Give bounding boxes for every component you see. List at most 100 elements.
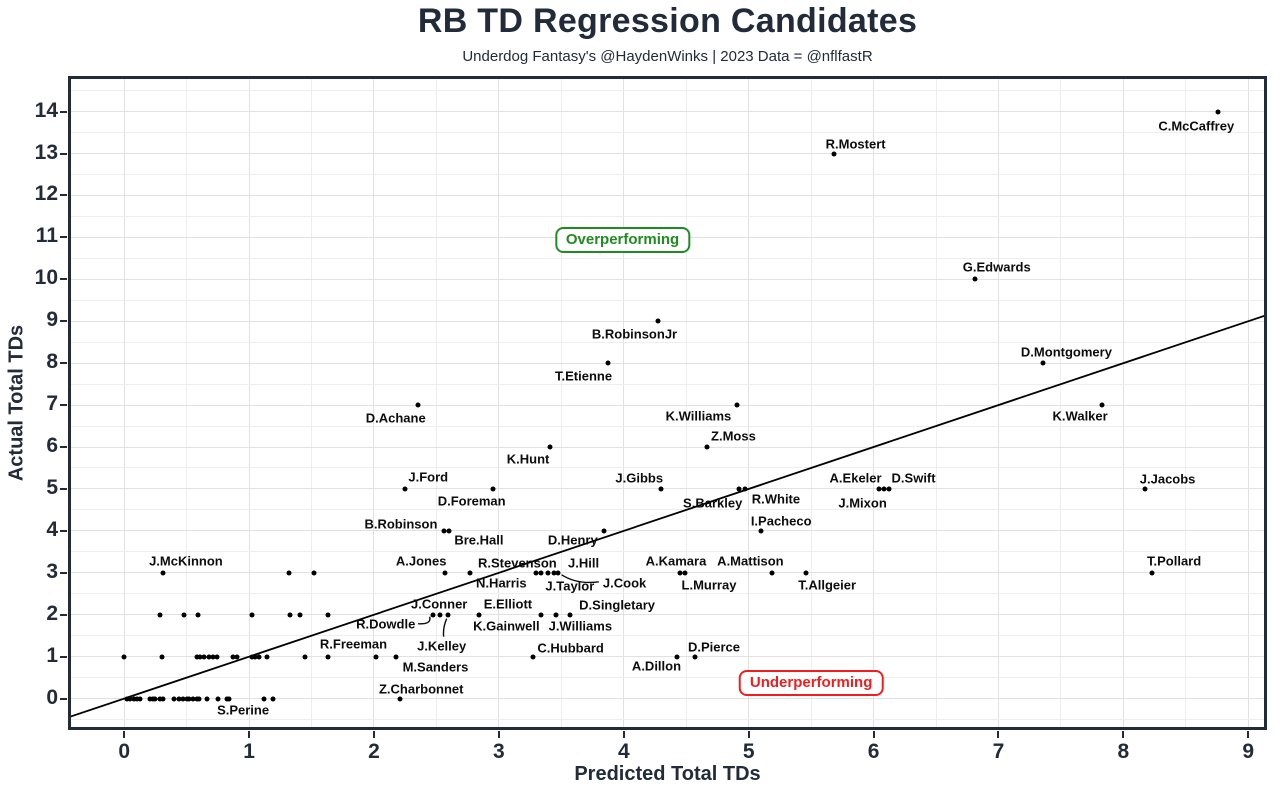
- y-tick-label: 4: [46, 517, 58, 541]
- chart-subtitle: Underdog Fantasy's @HaydenWinks | 2023 D…: [462, 48, 873, 65]
- data-point: [157, 612, 163, 618]
- player-label-l-murray: L.Murray: [681, 577, 737, 593]
- player-label-j-jacobs: J.Jacobs: [1139, 471, 1196, 487]
- data-point: [286, 570, 292, 576]
- x-tick-label: 3: [493, 740, 505, 763]
- player-label-b-robinson: B.Robinson: [364, 516, 438, 532]
- data-point-d-swift: [886, 486, 892, 492]
- data-point: [159, 654, 165, 660]
- data-point-n-harris: [538, 570, 544, 576]
- gridline-x-minor: [1185, 76, 1187, 730]
- player-label-k-hunt: K.Hunt: [506, 451, 550, 467]
- gridline-y-major: [68, 572, 1267, 574]
- player-label-r-dowdle: R.Dowdle: [356, 616, 416, 632]
- gridline-y-major: [68, 320, 1267, 322]
- leader-line: [442, 618, 448, 637]
- y-tick: [60, 446, 67, 449]
- data-point-t-etienne: [605, 360, 611, 366]
- gridline-x-minor: [435, 76, 437, 730]
- gridline-y-minor: [68, 341, 1267, 343]
- data-point-k-walker: [1099, 402, 1105, 408]
- player-label-n-harris: N.Harris: [476, 575, 527, 591]
- data-point-b-robinsonjr: [655, 318, 660, 324]
- y-tick-label: 12: [34, 182, 58, 206]
- x-tick-label: 8: [1117, 740, 1130, 763]
- x-tick: [248, 731, 251, 738]
- data-point-i-pacheco: [758, 528, 764, 534]
- data-point: [127, 696, 133, 702]
- x-tick: [622, 731, 625, 738]
- data-point-a-mattison: [769, 570, 775, 576]
- data-point: [195, 612, 201, 618]
- player-label-r-white: R.White: [751, 491, 801, 507]
- player-label-j-gibbs: J.Gibbs: [615, 470, 664, 486]
- overperforming-badge: Overperforming: [554, 226, 691, 253]
- data-point-k-hunt: [547, 444, 553, 450]
- leader-line: [561, 574, 599, 584]
- gridline-x-major: [623, 76, 625, 730]
- data-point: [197, 654, 203, 660]
- gridline-x-major: [1122, 76, 1124, 730]
- player-label-d-henry: D.Henry: [547, 532, 598, 548]
- gridline-x-major: [123, 76, 125, 730]
- data-point-m-sanders: [393, 654, 399, 660]
- data-point: [201, 654, 207, 660]
- gridline-y-minor: [68, 677, 1267, 679]
- data-point-j-hill: [545, 570, 551, 576]
- y-tick: [60, 278, 67, 281]
- data-point: [160, 696, 166, 702]
- gridline-x-major: [373, 76, 375, 730]
- player-label-r-freeman: R.Freeman: [319, 636, 388, 652]
- gridline-x-minor: [810, 76, 812, 730]
- x-tick: [1122, 731, 1125, 738]
- y-tick-label: 7: [46, 392, 58, 416]
- player-label-c-hubbard: C.Hubbard: [537, 640, 604, 656]
- data-point-a-kamara: [677, 570, 683, 576]
- data-point-t-pollard: [1149, 570, 1155, 576]
- y-tick-label: 14: [34, 98, 58, 122]
- y-tick: [60, 194, 67, 197]
- y-tick: [60, 655, 67, 658]
- data-point-j-jacobs: [1142, 486, 1148, 492]
- gridline-y-major: [68, 446, 1267, 448]
- underperforming-badge: Underperforming: [738, 669, 884, 696]
- gridline-y-minor: [68, 425, 1267, 427]
- player-label-g-edwards: G.Edwards: [962, 259, 1031, 275]
- data-point-t-allgeier: [803, 570, 809, 576]
- data-point-s-barkley: [736, 486, 742, 492]
- x-tick: [1247, 731, 1250, 738]
- data-point-a-jones: [442, 570, 448, 576]
- data-point: [152, 696, 158, 702]
- y-tick: [60, 529, 67, 532]
- y-tick: [60, 613, 67, 616]
- player-label-d-foreman: D.Foreman: [437, 493, 506, 509]
- gridline-y-major: [68, 362, 1267, 364]
- x-tick: [123, 731, 126, 738]
- gridline-y-minor: [68, 467, 1267, 469]
- data-point: [176, 696, 182, 702]
- x-tick: [497, 731, 500, 738]
- player-label-k-walker: K.Walker: [1052, 408, 1108, 424]
- player-label-d-achane: D.Achane: [365, 410, 426, 426]
- data-point: [215, 696, 221, 702]
- gridline-x-major: [498, 76, 500, 730]
- gridline-x-minor: [311, 76, 313, 730]
- player-label-r-mostert: R.Mostert: [825, 136, 886, 152]
- gridline-y-major: [68, 111, 1267, 113]
- data-point: [180, 696, 186, 702]
- player-label-j-conner: J.Conner: [411, 596, 468, 612]
- data-point-k-williams: [734, 402, 740, 408]
- player-label-j-taylor: J.Taylor: [545, 578, 595, 594]
- player-label-c-mccaffrey: C.McCaffrey: [1158, 118, 1235, 134]
- data-point: [206, 654, 212, 660]
- y-tick: [60, 404, 67, 407]
- gridline-x-minor: [560, 76, 562, 730]
- gridline-x-minor: [186, 76, 188, 730]
- data-point-z-charbonnet: [397, 696, 403, 702]
- player-label-r-stevenson: R.Stevenson: [477, 555, 557, 571]
- data-point: [302, 654, 308, 660]
- player-label-t-pollard: T.Pollard: [1147, 553, 1202, 569]
- data-point-d-pierce: [692, 654, 698, 660]
- player-label-a-jones: A.Jones: [395, 553, 447, 569]
